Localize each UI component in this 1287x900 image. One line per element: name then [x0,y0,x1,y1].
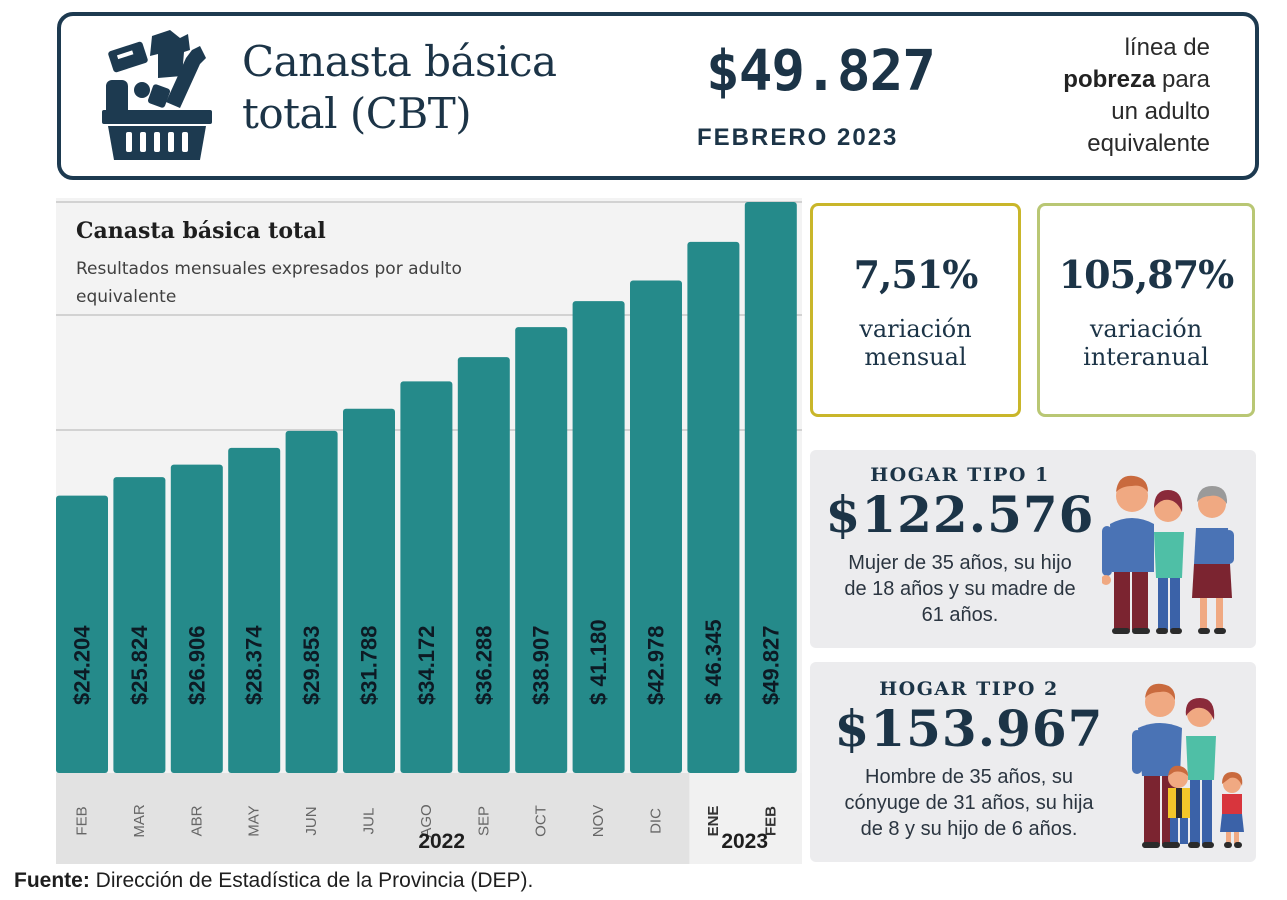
stat-label-interanual: variación interanual [1040,315,1252,371]
hogar-1-desc-line: 61 años. [921,604,999,626]
hogar-tipo-2-card: HOGAR TIPO 2 $153.967 Hombre de 35 años,… [810,662,1256,862]
bar [400,381,453,773]
stat-card-mensual: 7,51% variación mensual [810,203,1021,417]
bar-value-label: $38.907 [529,625,554,705]
bar [113,477,166,773]
hogar-2-desc-line: de 8 y su hijo de 6 años. [860,818,1078,840]
bar-value-label: $ 46.345 [701,619,726,705]
bar-value-label: $36.288 [471,625,496,705]
category-tick-label: MAY [246,805,263,836]
source-label: Fuente: [14,869,90,892]
bar [630,280,682,773]
hogar-1-description: Mujer de 35 años, su hijo de 18 años y s… [810,550,1110,628]
category-tick-label: OCT [533,805,550,837]
family-three-adults-icon [1102,475,1234,634]
axis-band-2022 [56,773,690,864]
hogar-1-amount: $122.576 [825,485,1095,544]
bar-value-label: $49.827 [758,625,783,705]
desc-line-4: equivalente [1087,130,1210,157]
stat-label-line-2: interanual [1083,343,1209,371]
chart-svg: $24.204 FEB $25.824 MAR $26.906 ABR $28.374 MAY… [56,201,802,864]
desc-line-3: un adulto [1111,98,1210,125]
bar-value-label: $25.824 [127,625,152,705]
category-tick-label: ENE [705,806,722,837]
source-text: Dirección de Estadística de la Provincia… [89,869,534,892]
hogar-1-title: HOGAR TIPO 1 [870,464,1050,486]
bar-value-label: $ 41.180 [586,619,611,705]
category-tick-label: SEP [475,806,492,836]
bar [515,327,568,773]
cbt-bar-chart: $24.204 FEB $25.824 MAR $26.906 ABR $28.374 MAY… [56,198,802,864]
bar [285,430,338,773]
hogar-2-description: Hombre de 35 años, su cónyuge de 31 años… [810,764,1128,842]
desc-line-1: línea de [1124,34,1210,61]
bar-value-label: $34.172 [414,625,439,705]
stat-label-line-2: mensual [864,343,967,371]
hogar-1-text: HOGAR TIPO 1 $122.576 Mujer de 35 años, … [810,464,1110,628]
chart-title: Canasta básica total [76,218,326,244]
title-line-2: total (CBT) [242,89,472,138]
bar [343,408,395,773]
hogar-2-text: HOGAR TIPO 2 $153.967 Hombre de 35 años,… [810,678,1128,842]
cbt-date: FEBRERO 2023 [697,124,899,151]
category-tick-label: JUL [361,808,378,835]
source-note: Fuente: Dirección de Estadística de la P… [14,869,533,893]
hogar-2-amount: $153.967 [834,699,1104,758]
category-tick-label: FEB [74,806,91,835]
title-line-1: Canasta básica [242,37,557,86]
bar [457,357,510,773]
chart-subtitle: Resultados mensuales expresados por adul… [76,259,462,307]
category-tick-label: ABR [188,805,205,836]
bar [744,202,797,773]
bar [572,301,625,773]
stat-value-interanual: 105,87% [1058,252,1235,297]
category-tick-label: FEB [762,806,779,836]
bar [56,495,108,773]
desc-line-2: pobreza para [1010,64,1210,96]
stat-value-mensual: 7,51% [853,252,979,297]
cbt-description: línea de pobreza para un adulto equivale… [1010,32,1210,160]
page-title: Canasta básica total (CBT) [242,36,557,140]
category-tick-label: MAR [131,804,148,838]
bar-value-label: $42.978 [644,625,669,705]
bar-value-label: $29.853 [299,625,324,705]
stat-label-mensual: variación mensual [813,315,1018,371]
stat-label-line-1: variación [859,315,972,343]
hogar-1-desc-line: de 18 años y su madre de [844,578,1076,600]
hogar-2-title: HOGAR TIPO 2 [879,678,1059,700]
axis-band-2023 [689,773,802,864]
desc-bold: pobreza [1063,66,1156,93]
year-label-2022: 2022 [418,830,465,853]
category-tick-label: JUN [303,806,320,835]
category-tick-label: AGO [418,804,435,837]
hogar-2-desc-line: Hombre de 35 años, su [865,766,1073,788]
family-with-children-icon [1132,683,1244,848]
bar [687,241,740,774]
bar-value-label: $28.374 [242,625,267,705]
bar [228,447,281,773]
hogar-2-desc-line: cónyuge de 31 años, su hija [844,792,1094,814]
category-tick-label: DIC [648,808,665,834]
category-tick-label: NOV [590,805,607,838]
stat-card-interanual: 105,87% variación interanual [1037,203,1255,417]
bar [170,464,223,773]
stat-label-line-1: variación [1089,315,1203,343]
bar-value-label: $24.204 [70,625,95,705]
desc-line-2-rest: para [1155,66,1210,93]
basket-icon [102,30,212,160]
header-banner [57,12,1259,180]
bar-value-label: $26.906 [184,625,209,705]
hogar-tipo-1-card: HOGAR TIPO 1 $122.576 Mujer de 35 años, … [810,450,1256,648]
cbt-amount: $49.827 [706,39,936,104]
hogar-1-desc-line: Mujer de 35 años, su hijo [848,552,1072,574]
bar-value-label: $31.788 [357,625,382,705]
year-label-2023: 2023 [721,830,768,853]
